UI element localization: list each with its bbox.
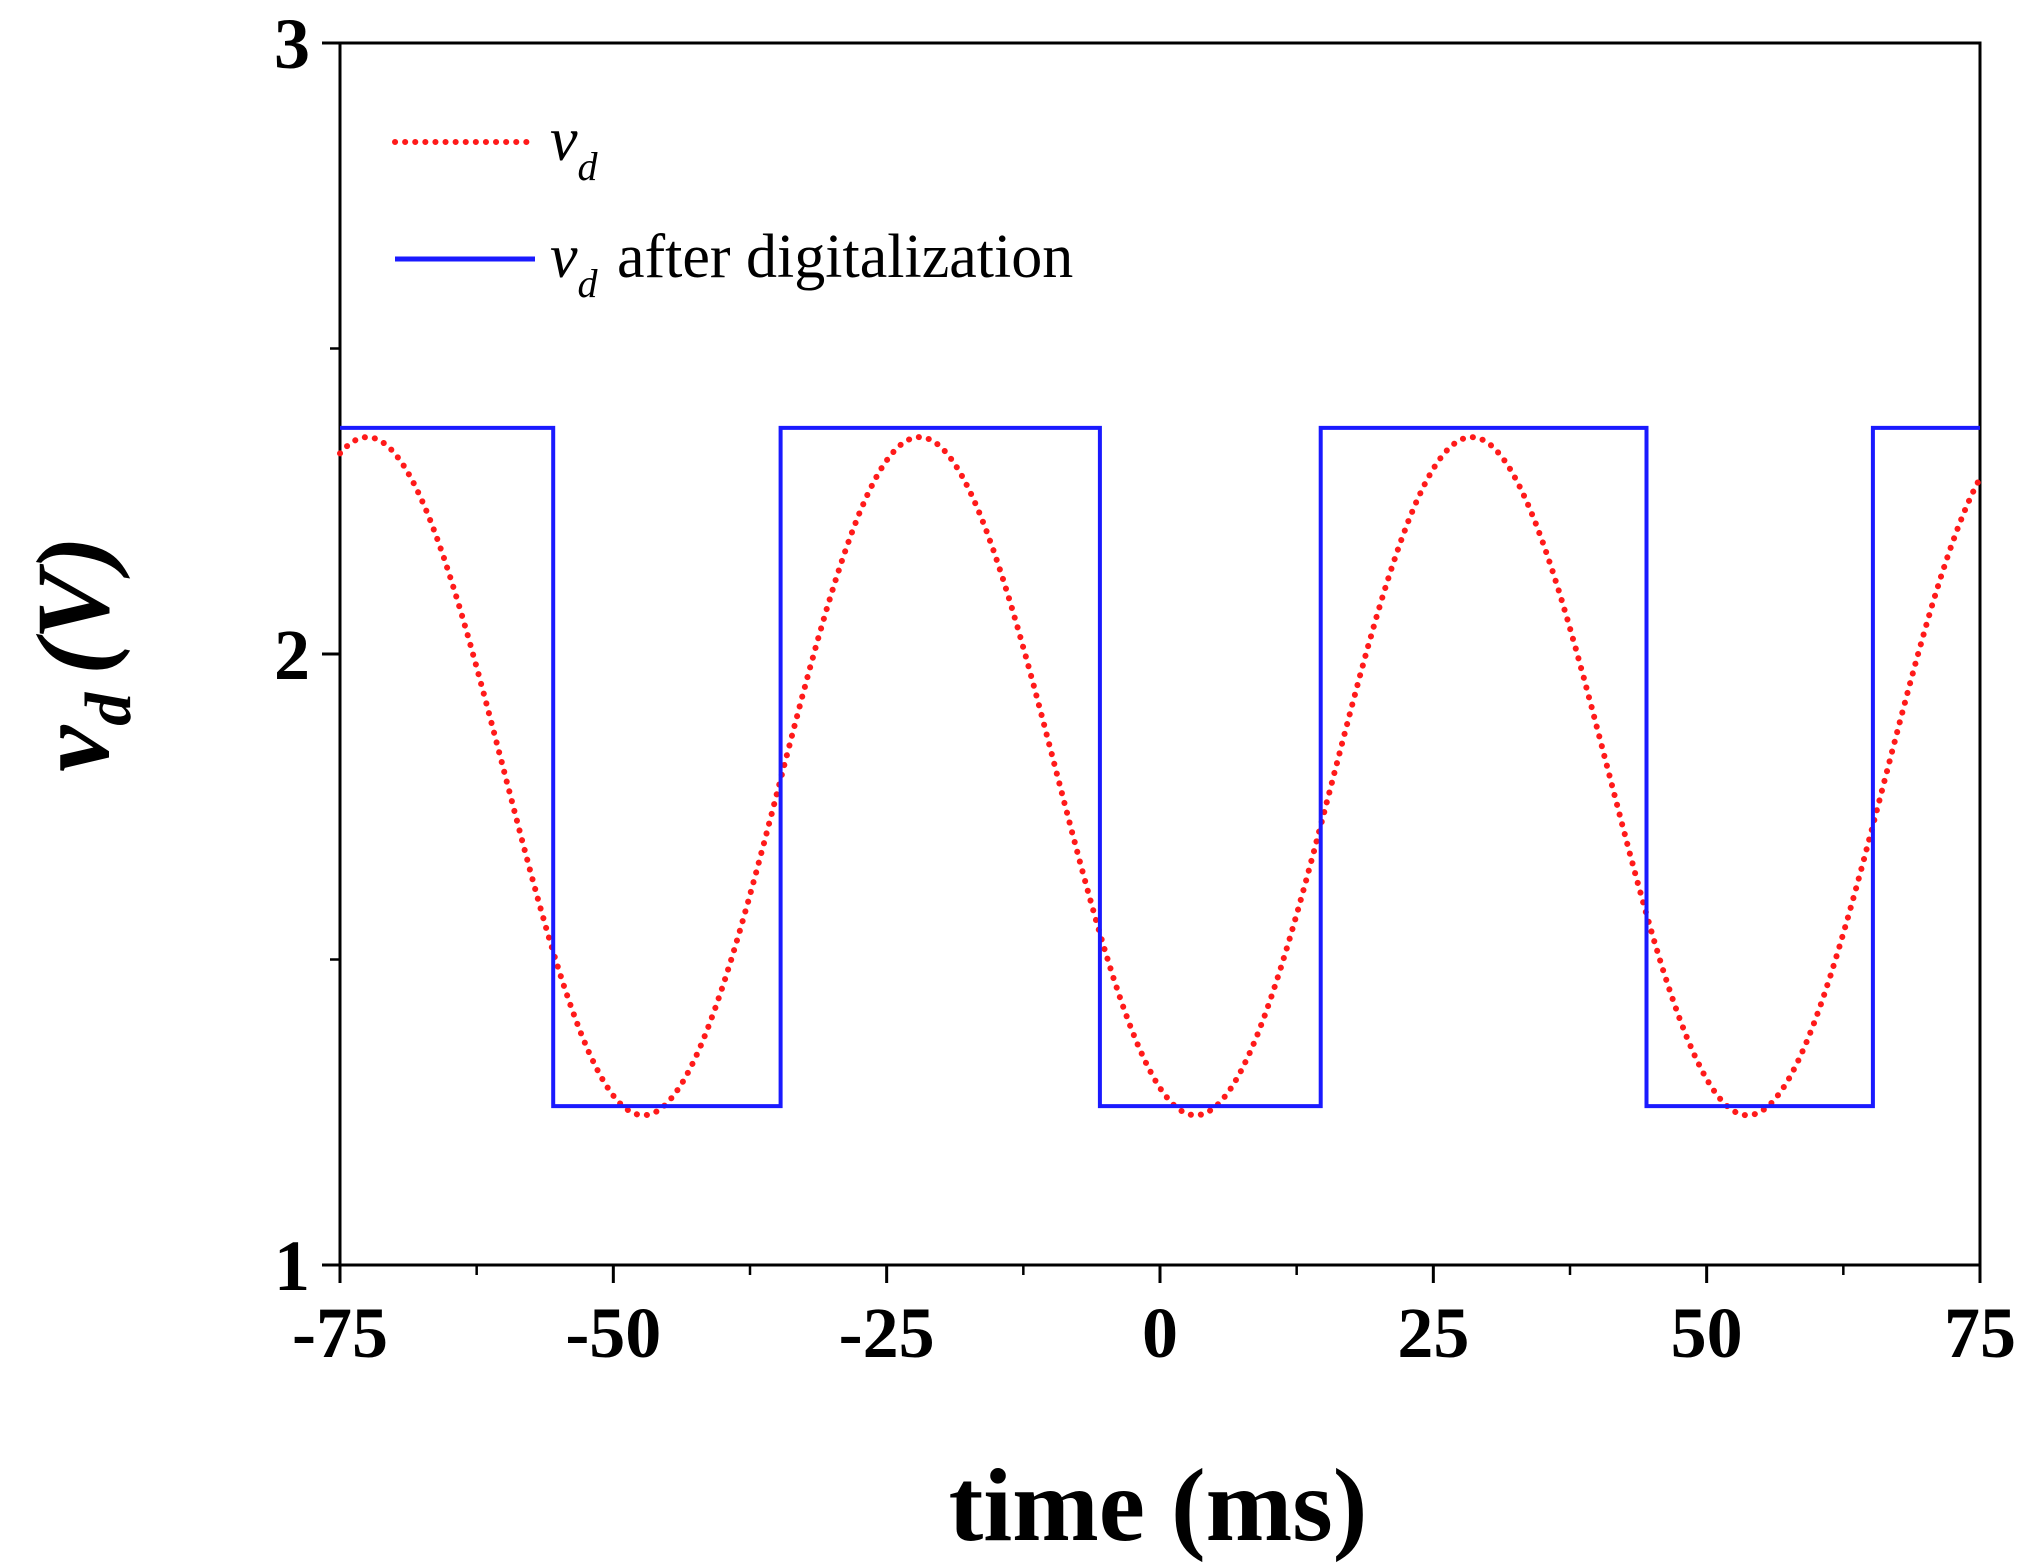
plot-frame	[338, 41, 1982, 1267]
x-tick-label--25: -25	[839, 1293, 935, 1373]
series-vd-digital-line	[340, 425, 1980, 1109]
axis-tick-labels: -75 -50 -25 0 25 50 75 1 2 3	[274, 4, 2016, 1373]
x-axis-title: time (ms)	[949, 1448, 1368, 1563]
y-axis-title-subscript: d	[72, 692, 145, 726]
y-tick-label-3: 3	[274, 4, 310, 84]
axis-ticks	[322, 41, 1982, 1283]
svg-text:vd: vd	[550, 106, 599, 189]
legend-vd-digital-symbol: v	[550, 223, 578, 291]
x-tick-label-0: 0	[1142, 1293, 1178, 1373]
series-layer	[337, 425, 1983, 1119]
y-axis-title-unit: (V)	[16, 536, 131, 675]
x-tick-label-50: 50	[1671, 1293, 1743, 1373]
legend-vd-symbol: v	[550, 106, 578, 174]
x-tick-label-75: 75	[1944, 1293, 2016, 1373]
legend: vd vd after digitalization	[392, 106, 1073, 306]
series-vd-line	[337, 434, 1983, 1119]
x-tick-label--75: -75	[292, 1293, 388, 1373]
x-tick-label--50: -50	[565, 1293, 661, 1373]
legend-entry-vd: vd	[392, 106, 599, 189]
legend-vd-subscript: d	[578, 144, 599, 189]
legend-vd-digital-suffix: after digitalization	[617, 223, 1073, 291]
y-tick-label-1: 1	[274, 1226, 310, 1306]
legend-vd-digital-subscript: d	[578, 261, 599, 306]
legend-entry-vd-digital: vd after digitalization	[395, 223, 1073, 306]
svg-text:vd: vd	[550, 223, 599, 306]
x-tick-label-25: 25	[1397, 1293, 1469, 1373]
y-axis-title-symbol: v	[16, 724, 131, 772]
y-axis-title: vd (V)	[16, 536, 145, 772]
y-tick-label-2: 2	[274, 615, 310, 695]
